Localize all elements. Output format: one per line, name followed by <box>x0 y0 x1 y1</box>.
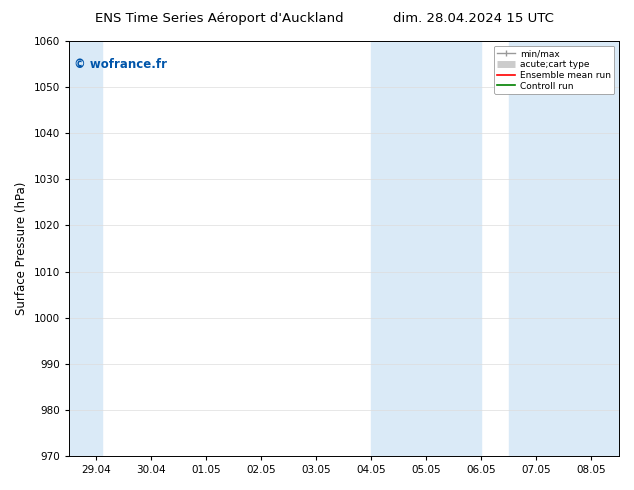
Bar <box>372 41 481 456</box>
Text: dim. 28.04.2024 15 UTC: dim. 28.04.2024 15 UTC <box>393 12 554 25</box>
Text: ENS Time Series Aéroport d'Auckland: ENS Time Series Aéroport d'Auckland <box>95 12 344 25</box>
Bar <box>69 41 102 456</box>
Bar <box>509 41 619 456</box>
Y-axis label: Surface Pressure (hPa): Surface Pressure (hPa) <box>15 182 28 315</box>
Legend: min/max, acute;cart type, Ensemble mean run, Controll run: min/max, acute;cart type, Ensemble mean … <box>494 46 614 94</box>
Text: © wofrance.fr: © wofrance.fr <box>74 58 167 71</box>
